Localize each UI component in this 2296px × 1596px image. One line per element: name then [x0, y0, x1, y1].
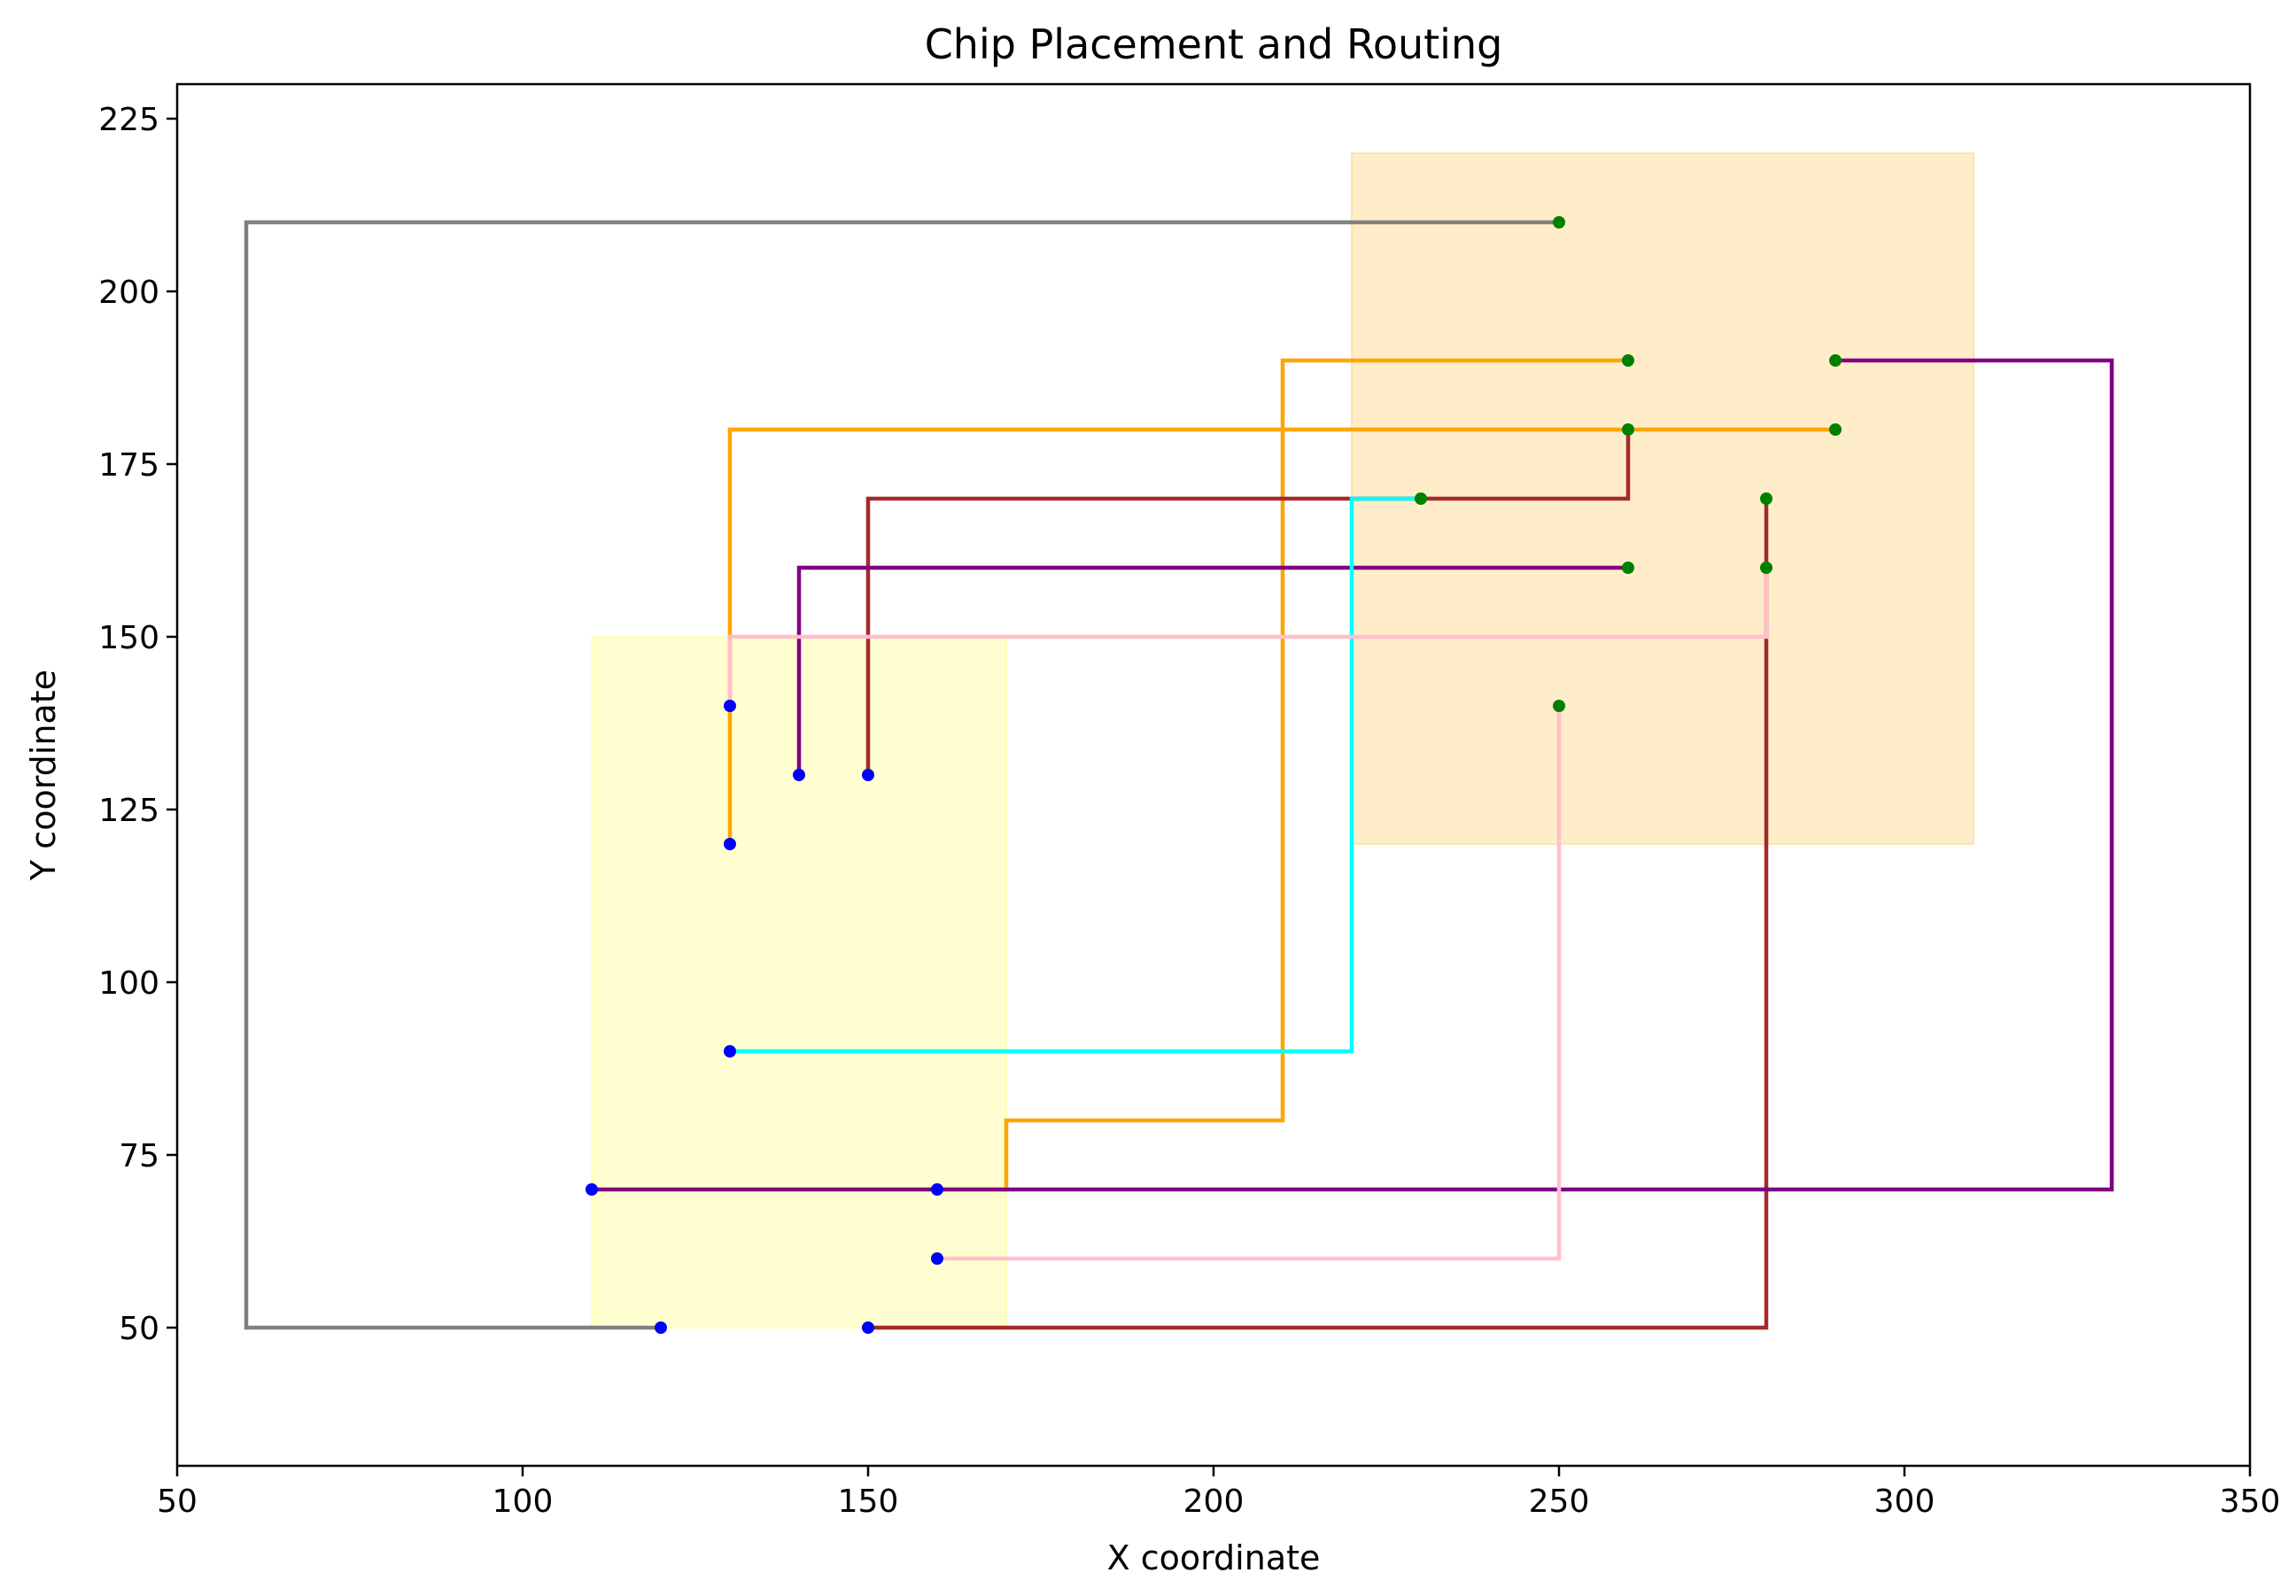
x-axis-ticks: 50 100 150 200 250 300 350 — [157, 1466, 2280, 1520]
source-pin-4 — [586, 1183, 598, 1196]
target-pin-7 — [1760, 492, 1772, 505]
x-tick-label: 250 — [1529, 1484, 1590, 1520]
route-line-9 — [727, 568, 1769, 706]
pin-markers — [586, 216, 1842, 1334]
source-pin-1 — [655, 1321, 667, 1334]
target-pin-1 — [1553, 216, 1565, 229]
source-pin-10 — [724, 700, 736, 712]
x-axis-label: X coordinate — [1107, 1538, 1321, 1577]
y-tick-label: 175 — [98, 447, 159, 484]
source-pin-7 — [724, 838, 736, 850]
x-tick-label: 100 — [493, 1484, 554, 1520]
y-tick-label: 50 — [119, 1311, 159, 1347]
target-pin-10 — [1553, 700, 1565, 712]
x-tick-label: 200 — [1183, 1484, 1245, 1520]
route-line-10 — [937, 706, 1562, 1261]
x-tick-label: 50 — [157, 1484, 198, 1520]
target-pin-5 — [1829, 423, 1842, 436]
route-line-7 — [592, 358, 2114, 1192]
x-tick-label: 150 — [838, 1484, 899, 1520]
y-axis-label: Y coordinate — [24, 670, 63, 881]
target-pin-2 — [1622, 354, 1634, 367]
target-pin-6 — [1415, 492, 1427, 505]
route-line-1 — [244, 220, 1559, 1330]
target-pin-8 — [1622, 562, 1634, 574]
y-tick-label: 200 — [98, 275, 159, 311]
source-pin-8 — [793, 769, 805, 781]
source-pin-9 — [862, 769, 874, 781]
chart-title: Chip Placement and Routing — [925, 20, 1503, 68]
y-tick-label: 225 — [98, 102, 159, 138]
target-pin-4 — [1622, 423, 1634, 436]
source-pin-5 — [931, 1183, 943, 1196]
y-tick-label: 75 — [119, 1138, 159, 1174]
y-tick-label: 125 — [98, 793, 159, 829]
target-pin-9 — [1760, 562, 1772, 574]
source-pin-3 — [931, 1252, 943, 1265]
target-pin-3 — [1829, 354, 1842, 367]
x-tick-label: 300 — [1874, 1484, 1935, 1520]
y-tick-label: 150 — [98, 620, 159, 656]
route-line-8 — [730, 496, 1421, 1054]
x-tick-label: 350 — [2220, 1484, 2281, 1520]
source-pin-2 — [862, 1321, 874, 1334]
y-axis-ticks: 50 75 100 125 150 175 200 225 — [98, 102, 177, 1347]
y-tick-label: 100 — [98, 965, 159, 1002]
route-line-5 — [868, 499, 1769, 1330]
source-pin-6 — [724, 1045, 736, 1058]
